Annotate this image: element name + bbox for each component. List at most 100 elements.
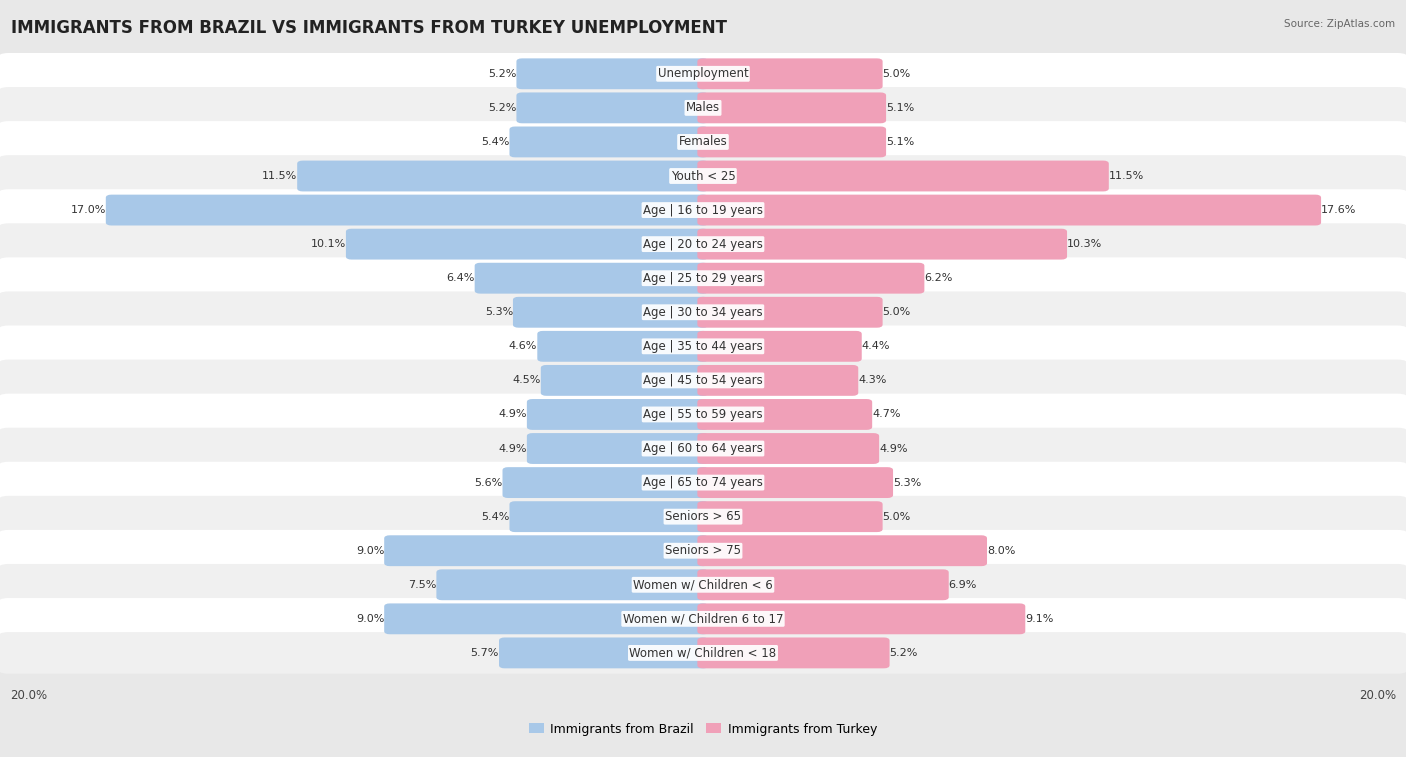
Text: IMMIGRANTS FROM BRAZIL VS IMMIGRANTS FROM TURKEY UNEMPLOYMENT: IMMIGRANTS FROM BRAZIL VS IMMIGRANTS FRO… [11,19,727,37]
Text: 5.2%: 5.2% [488,103,516,113]
FancyBboxPatch shape [0,223,1406,265]
Text: Women w/ Children < 18: Women w/ Children < 18 [630,646,776,659]
FancyBboxPatch shape [0,394,1406,435]
Text: Age | 30 to 34 years: Age | 30 to 34 years [643,306,763,319]
FancyBboxPatch shape [697,501,883,532]
Text: Seniors > 75: Seniors > 75 [665,544,741,557]
FancyBboxPatch shape [697,195,1322,226]
Text: 17.6%: 17.6% [1322,205,1357,215]
Text: 6.9%: 6.9% [949,580,977,590]
FancyBboxPatch shape [297,160,709,192]
Text: Women w/ Children 6 to 17: Women w/ Children 6 to 17 [623,612,783,625]
Text: 5.7%: 5.7% [471,648,499,658]
Text: Females: Females [679,136,727,148]
FancyBboxPatch shape [527,433,709,464]
Text: 5.0%: 5.0% [883,307,911,317]
FancyBboxPatch shape [509,501,709,532]
FancyBboxPatch shape [0,496,1406,537]
Text: Age | 55 to 59 years: Age | 55 to 59 years [643,408,763,421]
Text: Age | 20 to 24 years: Age | 20 to 24 years [643,238,763,251]
Text: 5.3%: 5.3% [893,478,921,488]
Text: 5.0%: 5.0% [883,512,911,522]
Text: 6.4%: 6.4% [446,273,475,283]
FancyBboxPatch shape [697,126,886,157]
FancyBboxPatch shape [0,530,1406,572]
Text: 20.0%: 20.0% [10,689,46,702]
Text: Age | 60 to 64 years: Age | 60 to 64 years [643,442,763,455]
Text: Age | 25 to 29 years: Age | 25 to 29 years [643,272,763,285]
Text: Age | 35 to 44 years: Age | 35 to 44 years [643,340,763,353]
FancyBboxPatch shape [697,433,879,464]
Text: 4.7%: 4.7% [872,410,901,419]
Text: Seniors > 65: Seniors > 65 [665,510,741,523]
Text: 5.4%: 5.4% [481,512,509,522]
FancyBboxPatch shape [0,326,1406,367]
Text: 6.2%: 6.2% [924,273,953,283]
Text: 8.0%: 8.0% [987,546,1015,556]
FancyBboxPatch shape [697,331,862,362]
FancyBboxPatch shape [0,360,1406,401]
FancyBboxPatch shape [513,297,709,328]
FancyBboxPatch shape [384,603,709,634]
FancyBboxPatch shape [697,637,890,668]
FancyBboxPatch shape [105,195,709,226]
Text: Age | 65 to 74 years: Age | 65 to 74 years [643,476,763,489]
Text: 10.3%: 10.3% [1067,239,1102,249]
Text: Source: ZipAtlas.com: Source: ZipAtlas.com [1284,19,1395,29]
Text: 17.0%: 17.0% [70,205,105,215]
FancyBboxPatch shape [0,462,1406,503]
Text: 4.6%: 4.6% [509,341,537,351]
Text: 4.4%: 4.4% [862,341,890,351]
FancyBboxPatch shape [0,598,1406,640]
FancyBboxPatch shape [697,58,883,89]
FancyBboxPatch shape [697,603,1025,634]
Text: 5.6%: 5.6% [474,478,502,488]
FancyBboxPatch shape [0,53,1406,95]
FancyBboxPatch shape [509,126,709,157]
Text: 9.0%: 9.0% [356,614,384,624]
FancyBboxPatch shape [502,467,709,498]
FancyBboxPatch shape [0,632,1406,674]
FancyBboxPatch shape [346,229,709,260]
FancyBboxPatch shape [697,535,987,566]
Text: 5.3%: 5.3% [485,307,513,317]
FancyBboxPatch shape [697,467,893,498]
FancyBboxPatch shape [697,297,883,328]
Text: Age | 45 to 54 years: Age | 45 to 54 years [643,374,763,387]
FancyBboxPatch shape [527,399,709,430]
FancyBboxPatch shape [541,365,709,396]
Text: 20.0%: 20.0% [1360,689,1396,702]
Text: 4.5%: 4.5% [512,375,541,385]
FancyBboxPatch shape [697,569,949,600]
Text: Age | 16 to 19 years: Age | 16 to 19 years [643,204,763,217]
Text: Women w/ Children < 6: Women w/ Children < 6 [633,578,773,591]
FancyBboxPatch shape [499,637,709,668]
Text: Youth < 25: Youth < 25 [671,170,735,182]
FancyBboxPatch shape [697,160,1109,192]
Text: 4.9%: 4.9% [498,410,527,419]
Text: 5.0%: 5.0% [883,69,911,79]
FancyBboxPatch shape [516,58,709,89]
Text: Males: Males [686,101,720,114]
Legend: Immigrants from Brazil, Immigrants from Turkey: Immigrants from Brazil, Immigrants from … [529,723,877,736]
FancyBboxPatch shape [436,569,709,600]
Text: 11.5%: 11.5% [262,171,297,181]
FancyBboxPatch shape [697,92,886,123]
Text: 9.0%: 9.0% [356,546,384,556]
FancyBboxPatch shape [697,365,858,396]
FancyBboxPatch shape [0,155,1406,197]
Text: 5.4%: 5.4% [481,137,509,147]
Text: 11.5%: 11.5% [1109,171,1144,181]
Text: 5.1%: 5.1% [886,137,914,147]
FancyBboxPatch shape [697,229,1067,260]
Text: 10.1%: 10.1% [311,239,346,249]
FancyBboxPatch shape [0,189,1406,231]
Text: 9.1%: 9.1% [1025,614,1053,624]
FancyBboxPatch shape [0,428,1406,469]
Text: 5.2%: 5.2% [488,69,516,79]
FancyBboxPatch shape [537,331,709,362]
FancyBboxPatch shape [0,257,1406,299]
Text: 5.2%: 5.2% [890,648,918,658]
FancyBboxPatch shape [697,399,872,430]
FancyBboxPatch shape [0,121,1406,163]
